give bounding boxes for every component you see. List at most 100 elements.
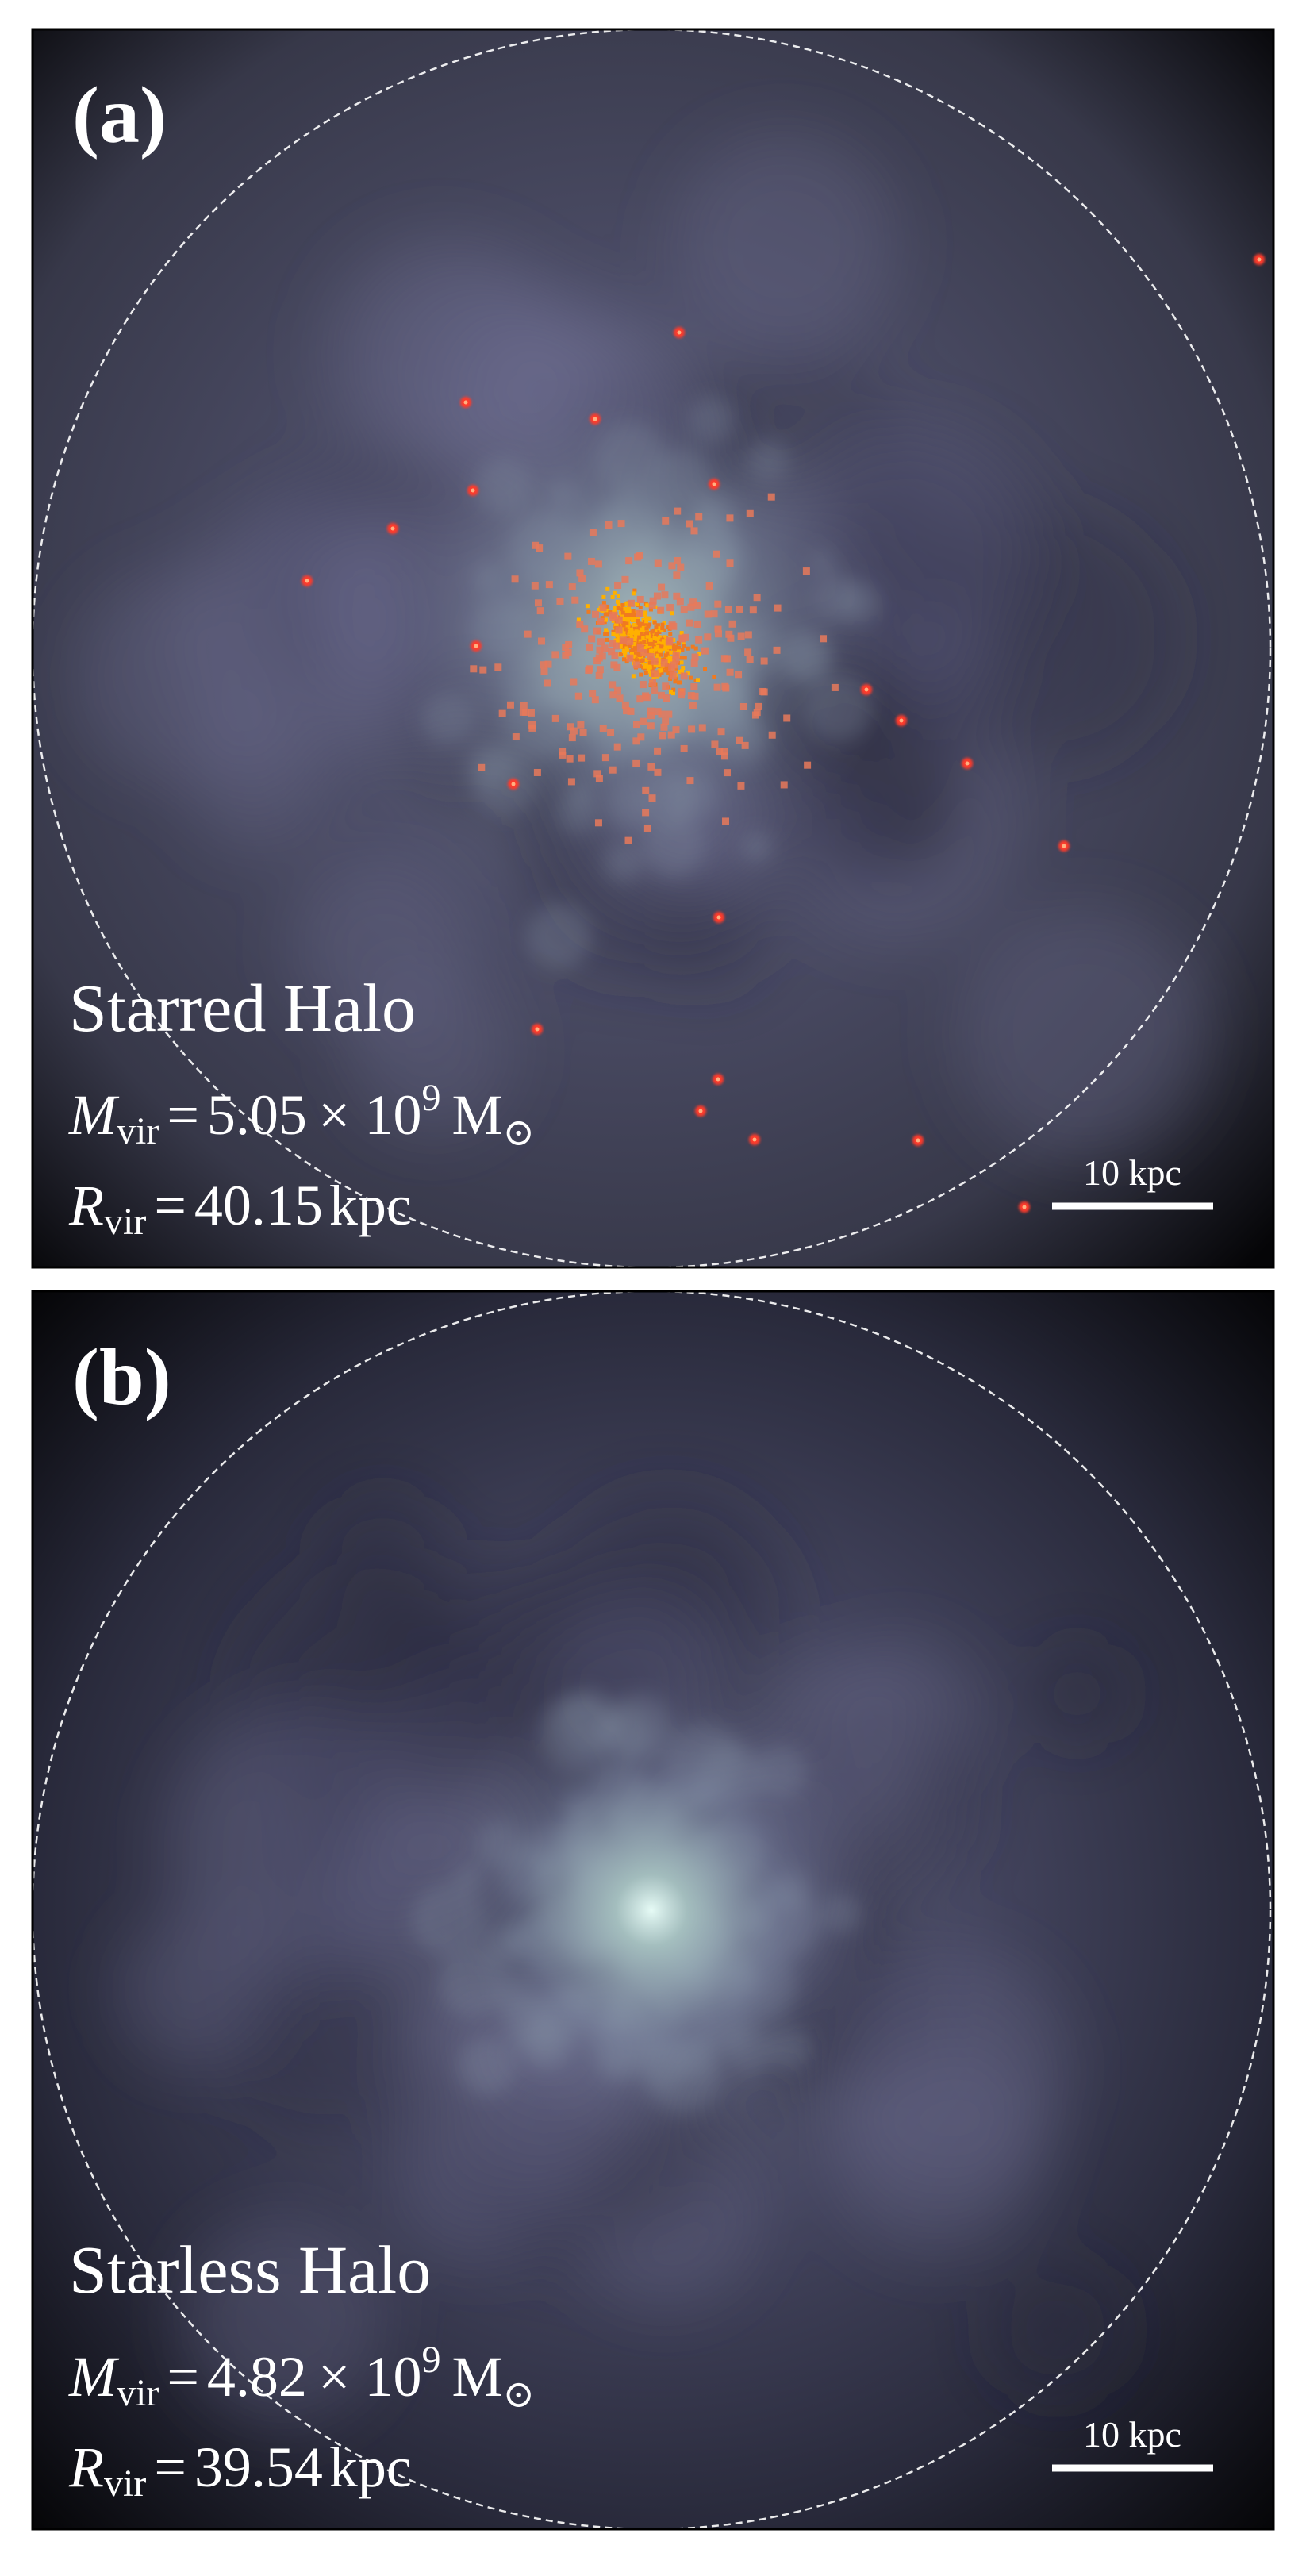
star [535,1027,540,1032]
star [711,740,719,748]
star [716,748,724,755]
star [727,634,735,642]
star [701,647,709,655]
star [647,665,652,670]
star [617,623,621,628]
star [726,514,734,522]
star [639,641,643,646]
times: × 10 [318,1083,422,1147]
star [599,725,607,732]
star [658,640,663,645]
star [650,629,655,634]
star [586,643,593,651]
star [639,717,647,725]
star [652,620,657,625]
star [601,754,609,762]
star [616,635,620,640]
panel-title: Starred Halo [69,970,416,1046]
star [570,727,578,735]
star [655,653,660,658]
star [670,622,678,630]
star [660,622,665,627]
star [634,634,639,639]
star [676,598,684,606]
star [636,620,641,625]
star [470,665,478,673]
star [665,710,673,718]
star [666,636,674,644]
star [649,597,657,605]
star [537,637,545,645]
star [639,672,643,677]
star [662,717,670,725]
star [567,778,575,786]
star [643,694,651,702]
star [615,599,620,604]
subscript: vir [104,2463,146,2505]
star [619,636,627,644]
star [601,601,606,606]
star [693,602,701,610]
star [659,668,663,673]
star [626,637,634,645]
star [657,606,665,614]
star [774,604,782,612]
star [626,654,634,662]
star [693,646,698,651]
star [610,594,615,599]
star [631,674,636,679]
gas-blob [986,2259,1129,2401]
subscript: vir [117,2372,159,2414]
star [511,782,516,786]
star [613,686,621,694]
star [620,607,624,612]
star [623,627,628,632]
star [562,651,570,659]
star [617,594,621,598]
star [613,642,620,650]
star [722,684,730,692]
star [641,621,646,626]
star [658,583,666,591]
star [605,637,609,642]
star [657,630,662,635]
gas-blob [672,133,896,356]
star [1257,257,1262,262]
star [607,729,615,736]
star [726,668,734,676]
star [620,602,625,607]
star [646,624,651,629]
star [595,775,603,782]
star [595,671,603,679]
star [511,575,519,583]
star [722,817,730,825]
star [639,659,643,663]
star [654,768,662,776]
star [604,617,609,622]
star [645,634,650,639]
star [576,620,584,628]
star [831,683,839,691]
star [479,666,487,674]
star [1062,844,1066,848]
star [703,667,708,672]
star [628,609,632,614]
star [663,653,668,658]
value: 39.54 [194,2436,323,2499]
star [626,617,631,622]
star [654,625,659,630]
star [686,520,693,528]
scale-bar-label: 10 kpc [1083,1152,1181,1193]
star [659,732,666,740]
star [574,692,582,700]
star [636,622,640,627]
star [624,655,628,659]
star [636,609,643,617]
star [677,649,682,654]
star [594,819,602,827]
star [714,630,722,638]
virial-radius [33,29,1272,1267]
star [686,777,694,785]
